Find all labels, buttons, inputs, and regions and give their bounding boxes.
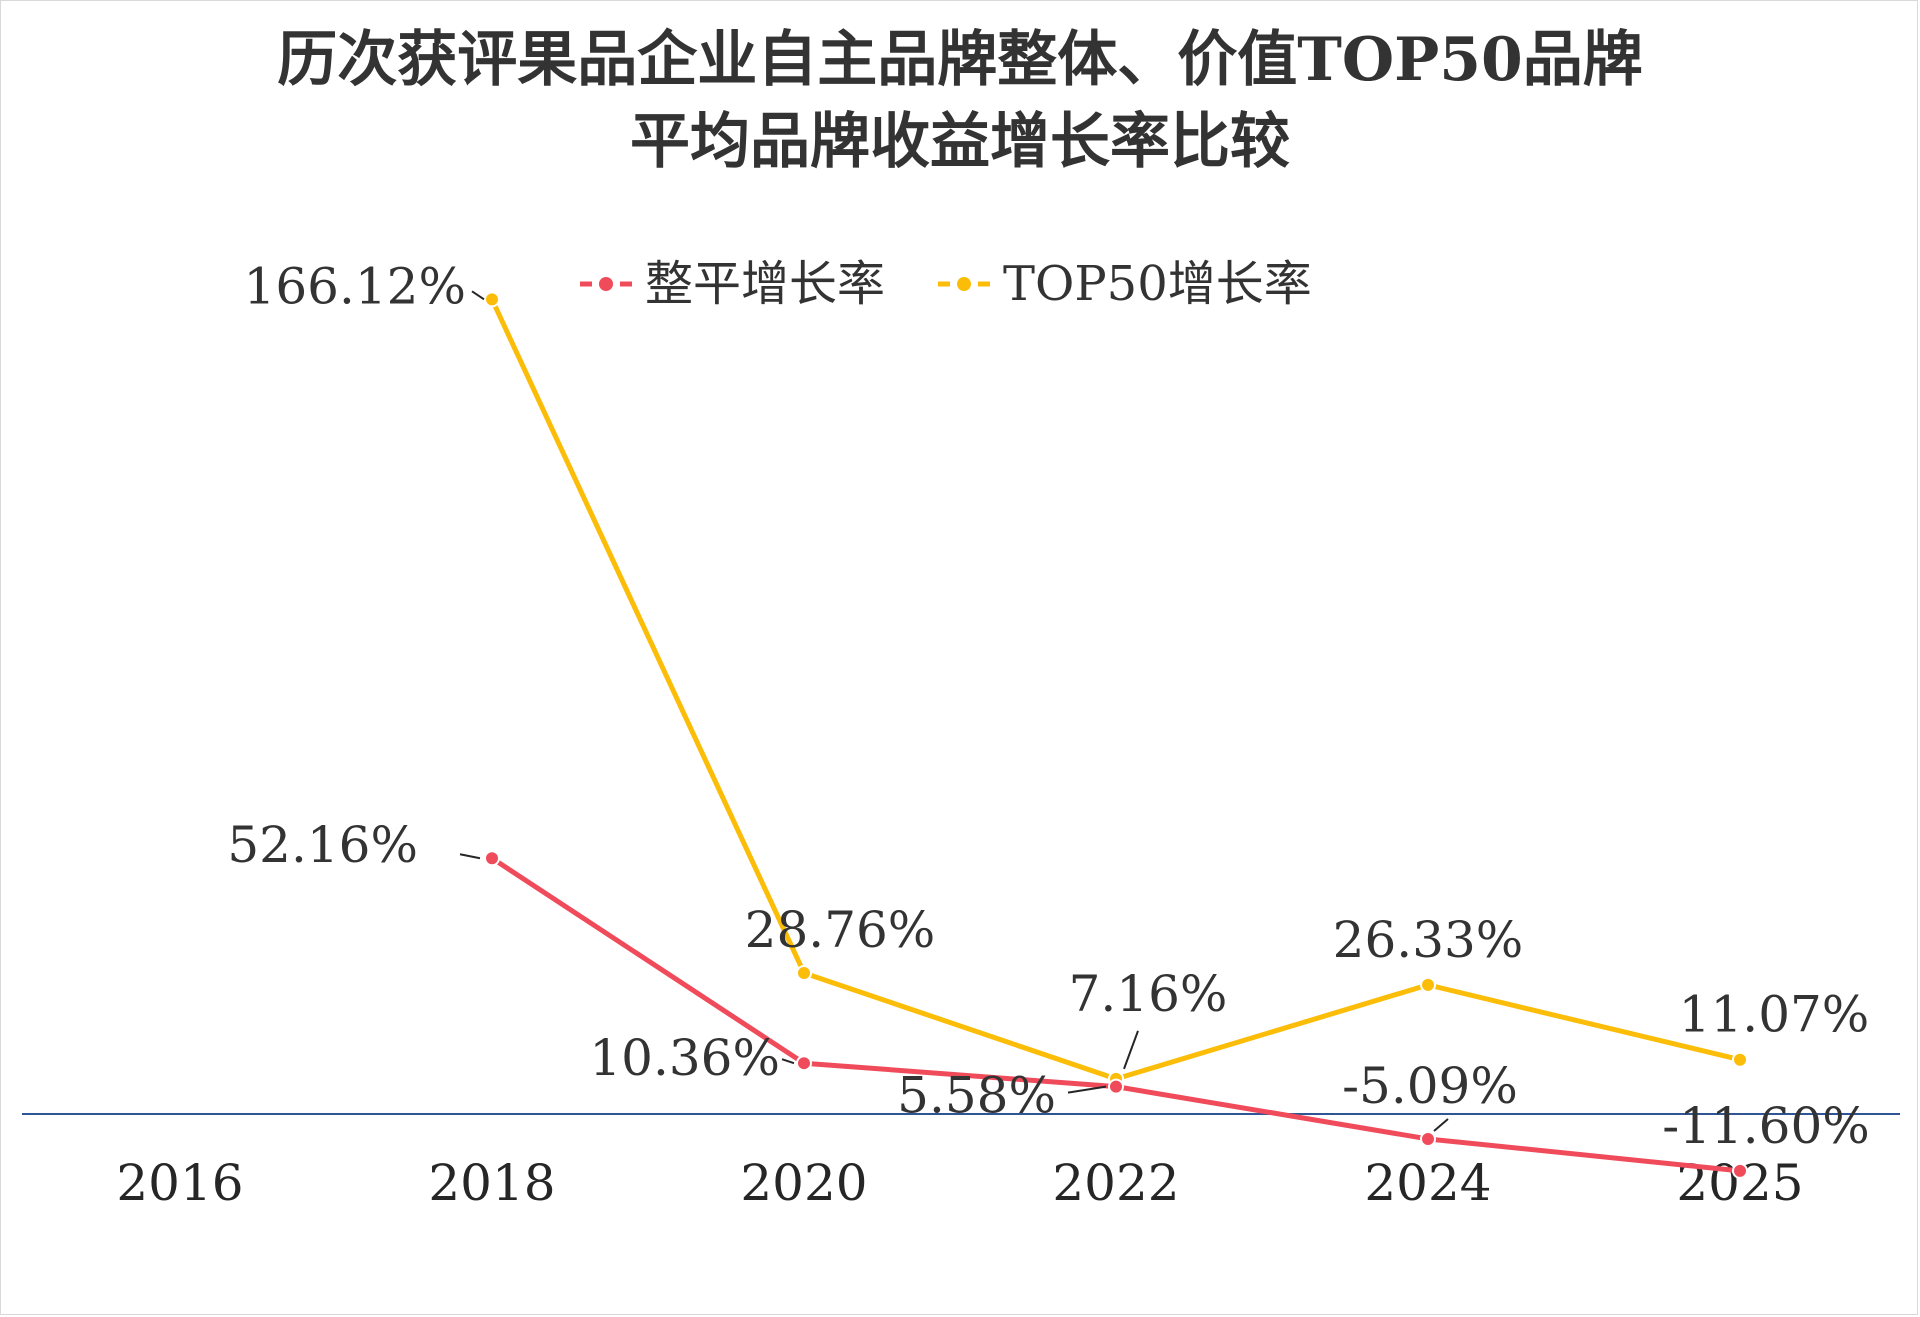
chart-title-line-1: 历次获评果品企业自主品牌整体、价值TOP50品牌 bbox=[277, 25, 1643, 95]
data-label-series-1-2020: 10.36% bbox=[589, 1029, 780, 1087]
leader-line-series-1-2024 bbox=[1433, 1118, 1449, 1132]
series-2-point-2024 bbox=[1420, 976, 1436, 993]
legend-marker-series-1 bbox=[599, 277, 613, 291]
data-label-series-2-2022: 7.16% bbox=[1069, 965, 1228, 1023]
series-2-point-2025 bbox=[1732, 1051, 1748, 1068]
legend-item-series-1: 整平增长率 bbox=[580, 256, 885, 312]
chart-legend: 整平增长率 TOP50增长率 bbox=[580, 256, 1312, 312]
data-label-series-1-2024: -5.09% bbox=[1342, 1057, 1518, 1115]
x-tick-label-2025: 2025 bbox=[1676, 1154, 1803, 1212]
data-label-series-2-2025: 11.07% bbox=[1679, 986, 1870, 1044]
data-label-series-1-2022: 5.58% bbox=[897, 1067, 1056, 1125]
series-layer bbox=[484, 291, 1748, 1179]
x-tick-label-2024: 2024 bbox=[1364, 1154, 1491, 1212]
legend-item-series-2: TOP50增长率 bbox=[938, 256, 1312, 312]
leader-line-series-1-2020 bbox=[781, 1058, 795, 1065]
data-label-series-2-2018: 166.12% bbox=[244, 257, 466, 315]
chart-title-line-2: 平均品牌收益增长率比较 bbox=[630, 107, 1290, 177]
data-label-series-1-2018: 52.16% bbox=[227, 816, 418, 874]
legend-marker-series-2 bbox=[957, 277, 971, 291]
legend-label-series-2: TOP50增长率 bbox=[1003, 256, 1312, 312]
x-tick-label-2018: 2018 bbox=[428, 1154, 555, 1212]
chart-title: 历次获评果品企业自主品牌整体、价值TOP50品牌 平均品牌收益增长率比较 bbox=[277, 25, 1643, 177]
data-label-series-2-2024: 26.33% bbox=[1333, 911, 1524, 969]
legend-label-series-1: 整平增长率 bbox=[645, 256, 885, 312]
leader-line-series-2-2018 bbox=[471, 290, 485, 301]
x-tick-label-2022: 2022 bbox=[1052, 1154, 1179, 1212]
x-tick-label-2016: 2016 bbox=[116, 1154, 243, 1212]
data-label-series-2-2020: 28.76% bbox=[745, 901, 936, 959]
series-1-point-2022 bbox=[1108, 1078, 1124, 1095]
series-line-2 bbox=[489, 298, 1741, 1082]
x-tick-label-2020: 2020 bbox=[740, 1154, 867, 1212]
series-1-point-2025 bbox=[1732, 1162, 1748, 1179]
data-label-series-1-2025: -11.60% bbox=[1662, 1097, 1870, 1155]
series-1 bbox=[484, 850, 1748, 1179]
series-2-point-2020 bbox=[796, 964, 812, 981]
leader-line-series-1-2022 bbox=[1067, 1085, 1107, 1094]
series-1-point-2018 bbox=[484, 850, 500, 867]
data-labels-layer: 52.16% 10.36% 5.58% -5.09% -11.60% 166.12% 28.… bbox=[227, 257, 1869, 1155]
series-2-point-2018 bbox=[484, 291, 500, 308]
leader-line-series-1-2018 bbox=[459, 853, 481, 860]
leader-line-series-2-2022 bbox=[1123, 1030, 1139, 1070]
series-1-point-2024 bbox=[1420, 1130, 1436, 1147]
series-1-point-2020 bbox=[796, 1055, 812, 1072]
x-axis-tick-labels: 2016 2018 2020 2022 2024 2025 bbox=[116, 1154, 1803, 1212]
